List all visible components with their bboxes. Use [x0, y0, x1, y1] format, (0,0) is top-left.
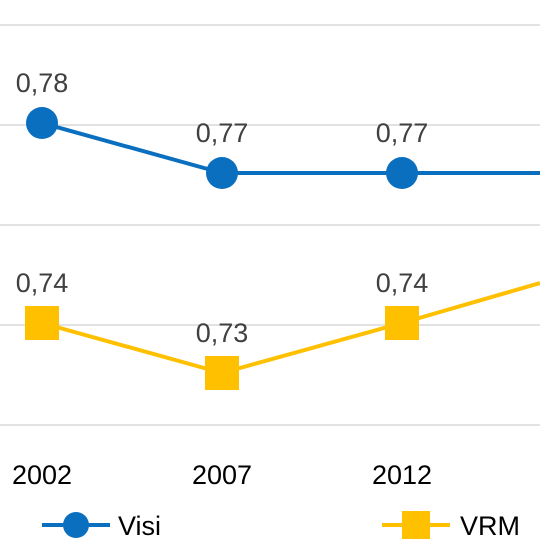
data-labels: 0,78 0,77 0,77 0,74 0,73 0,74 [16, 68, 429, 348]
point-vrm-2002 [25, 306, 59, 340]
data-label-vrm-2007: 0,73 [196, 318, 249, 348]
legend-marker-vrm [402, 511, 430, 539]
data-label-visi-2007: 0,77 [196, 118, 249, 148]
data-label-visi-2012: 0,77 [376, 118, 429, 148]
series-lines [41, 121, 540, 375]
x-axis-tick-labels: 2002 2007 2012 [12, 460, 432, 490]
legend-label-vrm: VRM [460, 511, 520, 541]
point-vrm-2007 [205, 356, 239, 390]
series-line-vrm [41, 281, 540, 375]
legend: Visi VRM [42, 511, 520, 541]
legend-label-visi: Visi [118, 511, 161, 541]
series-line-visi [41, 121, 540, 175]
point-visi-2002 [26, 107, 58, 139]
series-markers [25, 107, 419, 390]
data-label-vrm-2012: 0,74 [376, 268, 429, 298]
x-tick-label-2007: 2007 [192, 460, 252, 490]
legend-marker-visi [63, 512, 89, 538]
x-tick-label-2012: 2012 [372, 460, 432, 490]
data-label-visi-2002: 0,78 [16, 68, 69, 98]
point-vrm-2012 [385, 306, 419, 340]
gridlines [0, 24, 540, 426]
data-label-vrm-2002: 0,74 [16, 268, 69, 298]
point-visi-2012 [386, 157, 418, 189]
x-tick-label-2002: 2002 [12, 460, 72, 490]
point-visi-2007 [206, 157, 238, 189]
